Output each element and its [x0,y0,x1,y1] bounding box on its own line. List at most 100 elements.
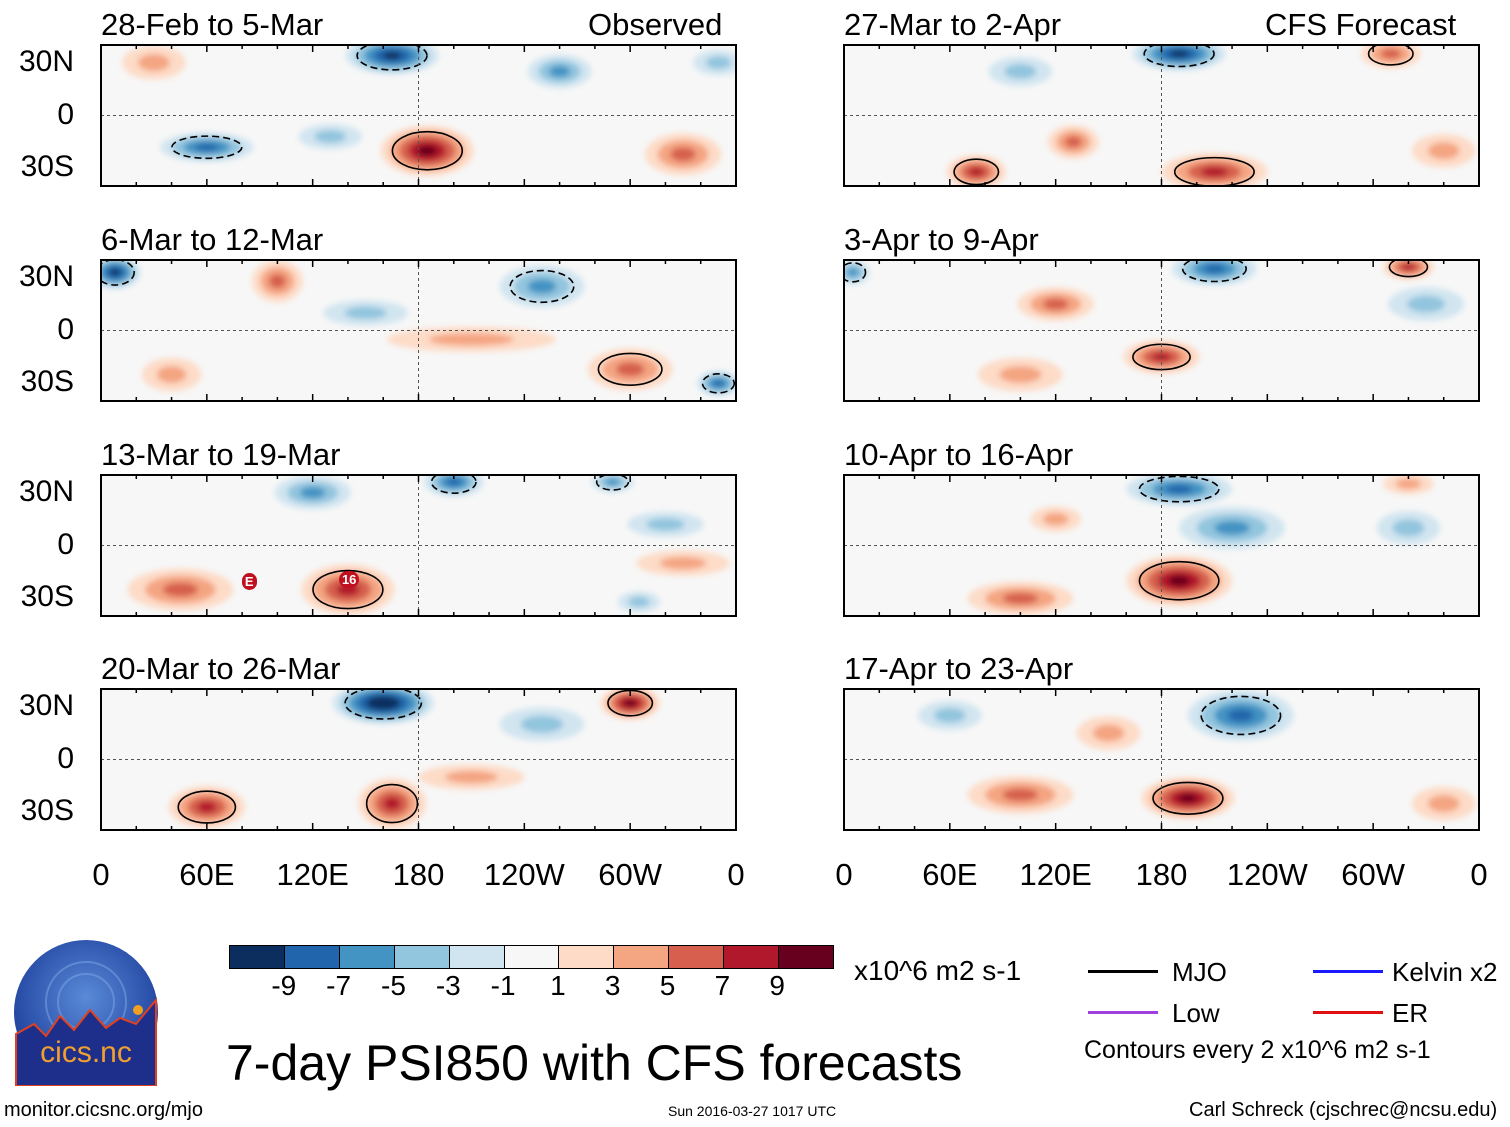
colorbar-tick: 9 [769,970,785,1001]
anomaly-negative [344,306,387,320]
anomaly-positive [616,362,645,377]
anomaly-negative [299,486,326,499]
colorbar-swatch [724,946,780,968]
legend-mjo: MJO [1172,957,1227,987]
colorbar-tick: 3 [604,970,621,1001]
anomaly-negative [520,715,564,733]
anomaly-negative [195,143,219,151]
legend-er: ER [1392,998,1429,1028]
anomaly-negative [446,478,462,486]
anomaly-positive [1395,478,1422,490]
lon-label: 180 [392,857,445,892]
colorbar-swatch [230,946,285,968]
mjo-contour [171,135,243,160]
anomaly-positive [156,366,187,384]
logo-text: cics.nc [40,1036,132,1069]
lon-label: 120E [276,857,349,892]
map-panel [100,259,737,402]
lat-label: 0 [57,741,74,775]
anomaly-positive [1178,794,1198,803]
storm-marker: E [241,572,257,590]
anomaly-negative [314,130,347,143]
anomaly-positive [1380,48,1401,59]
lat-label: 30N [18,259,74,293]
observed-label: Observed [588,7,723,42]
mjo-contour [1138,560,1220,601]
mjo-contour [1200,695,1282,736]
colorbar [229,945,834,969]
colorbar-tick: -5 [381,970,406,1001]
panel-title: 20-Mar to 26-Mar [101,651,341,686]
figure-title: 7-day PSI850 with CFS forecasts [226,1035,963,1091]
anomaly-positive [1168,575,1190,586]
anomaly-negative [933,708,966,723]
mjo-contour [1138,475,1220,503]
anomaly-positive [624,699,637,707]
mjo-contour [1152,781,1224,815]
legend-kelvin-line [1313,970,1383,973]
mjo-contour [844,262,867,283]
mjo-contour [1388,260,1429,278]
legend-low-line [1088,1011,1158,1014]
lat-label: 30N [18,688,74,722]
mjo-contour [430,475,477,494]
colorbar-swatch [449,946,505,968]
colorbar-tick: -9 [271,970,297,1001]
colorbar-tick: 1 [550,970,566,1001]
anomaly-positive [268,274,286,289]
legend-mjo-line [1088,970,1158,973]
mjo-contour [312,569,384,610]
mjo-contour [1143,45,1215,68]
lon-label: 60W [1341,857,1406,892]
anomaly-negative [1227,709,1255,722]
map-panel [100,474,737,617]
colorbar-tick: -7 [326,970,352,1001]
panel-title: 13-Mar to 19-Mar [101,437,341,472]
panel-title: 6-Mar to 12-Mar [101,222,324,257]
colorbar-swatch [339,946,395,968]
anomaly-positive [1002,592,1039,605]
lon-label: 60W [598,857,663,892]
mjo-contour [597,352,663,386]
anomaly-positive [1064,136,1082,148]
lon-label: 60E [179,857,235,892]
legend-low: Low [1172,998,1220,1028]
mjo-contour [365,783,419,824]
anomaly-positive [1092,724,1125,742]
anomaly-positive [968,167,984,177]
colorbar-tick: -1 [490,970,516,1001]
lat-label: 0 [57,312,74,346]
forecast-label: CFS Forecast [1265,7,1457,42]
colorbar-swatch [559,946,615,968]
anomaly-positive [1042,512,1069,526]
lat-label: 30S [20,794,74,828]
panel-title: 28-Feb to 5-Mar [101,7,324,42]
cics-logo: cics.nc [14,940,158,1086]
anomaly-negative [646,518,685,531]
anomaly-negative [110,268,121,276]
lon-label: 180 [1135,857,1188,892]
lon-label: 0 [1470,857,1488,892]
lat-label: 0 [57,527,74,561]
lon-label: 0 [727,857,745,892]
colorbar-swatch [614,946,670,968]
footer-author: Carl Schreck (cjschrec@ncsu.edu) [1189,1099,1498,1121]
colorbar-tick: -3 [435,970,461,1001]
anomaly-negative [705,56,732,69]
colorbar-swatch [779,946,833,968]
map-panel [843,44,1480,187]
mjo-contour [509,269,575,304]
mjo-contour [1367,45,1414,66]
colorbar-tick: 5 [659,970,676,1001]
anomaly-negative [549,65,571,78]
contour-note: Contours every 2 x10^6 m2 s-1 [1084,1036,1431,1064]
mjo-contour [1173,156,1255,186]
anomaly-positive [444,770,498,784]
lon-label: 120W [483,857,565,892]
anomaly-positive [418,145,437,156]
anomaly-negative [374,699,392,707]
colorbar-swatch [669,946,725,968]
anomaly-negative [1004,64,1037,79]
panel-title: 10-Apr to 16-Apr [844,437,1074,472]
colorbar-swatch [394,946,450,968]
